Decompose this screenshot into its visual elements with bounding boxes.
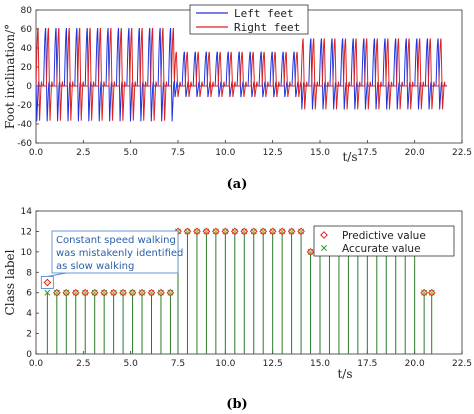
chart-a-xtick-label: 20.0 — [405, 148, 425, 158]
subfigure-label-b: (b) — [226, 397, 247, 412]
chart-b-ytick-label: 14 — [21, 207, 33, 217]
chart-a-ytick-label: 0 — [26, 82, 32, 92]
chart-a-xtick-label: 7.5 — [171, 148, 185, 158]
legend-predictive-label: Predictive value — [342, 230, 426, 242]
chart-a-legend: Left feet Right feet — [189, 4, 309, 35]
chart-b-legend: Predictive value Accurate value — [313, 225, 455, 257]
predictive-marker — [109, 288, 118, 297]
annotation-line-3: as slow walking — [56, 261, 134, 272]
predictive-marker — [62, 288, 71, 297]
chart-a-xtick-label: 2.5 — [76, 148, 90, 158]
chart-b-ytick-label: 12 — [21, 227, 32, 237]
chart-a-ytick-label: -20 — [17, 101, 32, 111]
chart-b-xtick-label: 20.0 — [405, 359, 425, 369]
predictive-marker — [119, 288, 127, 297]
predictive-marker — [202, 227, 211, 236]
predictive-marker — [100, 288, 108, 297]
predictive-marker — [43, 278, 52, 287]
predictive-marker — [420, 288, 428, 297]
chart-a-xtick-label: 0.0 — [29, 148, 44, 158]
chart-a-xlabel: t/s — [342, 150, 357, 164]
legend-left-feet-label: Left feet — [234, 7, 294, 20]
chart-b-xtick-label: 2.5 — [76, 359, 90, 369]
chart-b-xtick-label: 10.0 — [215, 359, 235, 369]
chart-a-ticks: 0.0 2.5 5.0 7.5 10.0 12.5 15.0 17.5 20.0 22.5 -60 -… — [17, 6, 472, 158]
legend-right-feet-label: Right feet — [234, 21, 300, 34]
predictive-marker — [128, 288, 137, 297]
annotation-box — [51, 230, 179, 274]
chart-a-ytick-label: 60 — [21, 25, 33, 35]
accurate-marker — [44, 289, 51, 296]
chart-a-ytick-label: 40 — [21, 44, 33, 54]
chart-a-series-line — [35, 27, 448, 122]
predictive-marker — [306, 248, 315, 256]
chart-b-ytick-label: 6 — [26, 289, 32, 299]
chart-a-xtick-label: 12.5 — [263, 148, 283, 158]
chart-b-ytick-label: 4 — [26, 309, 32, 319]
chart-b-ytick-label: 10 — [21, 248, 33, 258]
chart-a-ytick-label: 20 — [21, 63, 33, 73]
annotation-leader — [47, 272, 67, 277]
chart-b: 0.0 2.5 5.0 7.5 10.0 12.5 15.0 17.5 20.0 22.5 0 2 4 6… — [3, 207, 472, 412]
chart-b-xtick-label: 5.0 — [124, 359, 139, 369]
predictive-marker — [52, 288, 61, 297]
annotation-line-2: was mistakenly identified — [56, 248, 183, 259]
chart-b-xtick-label: 7.5 — [171, 359, 185, 369]
predictive-marker — [221, 227, 230, 236]
legend-accurate-label: Accurate value — [342, 243, 421, 255]
chart-a-legend-box — [189, 4, 309, 35]
predictive-marker — [259, 227, 268, 236]
chart-b-ytick-label: 8 — [26, 268, 32, 278]
chart-a-ytick-label: -60 — [17, 139, 32, 149]
chart-a-series-line — [35, 27, 447, 121]
chart-b-xlabel: t/s — [337, 367, 352, 381]
predictive-marker — [427, 288, 436, 297]
chart-a: 0.0 2.5 5.0 7.5 10.0 12.5 15.0 17.5 20.0 22.5 -60 -… — [3, 4, 472, 192]
predictive-marker — [157, 288, 165, 297]
predictive-marker — [240, 227, 249, 236]
predictive-marker — [230, 227, 239, 236]
chart-b-annotation: Constant speed walking was mistakenly id… — [40, 230, 183, 289]
chart-b-ylabel: Class label — [3, 249, 17, 315]
chart-a-xtick-label: 22.5 — [452, 148, 472, 158]
chart-a-ylabel: Foot inclination/° — [3, 24, 17, 129]
chart-a-xtick-label: 5.0 — [124, 148, 139, 158]
annotation-line-1: Constant speed walking — [56, 235, 176, 246]
chart-b-xtick-label: 22.5 — [452, 359, 472, 369]
subfigure-label-a: (a) — [227, 177, 248, 192]
chart-b-stems — [46, 231, 433, 354]
chart-b-xtick-label: 12.5 — [263, 359, 283, 369]
predictive-marker — [297, 227, 305, 236]
predictive-marker — [166, 288, 175, 297]
chart-b-xtick-label: 15.0 — [310, 359, 330, 369]
chart-b-ytick-label: 2 — [26, 330, 32, 340]
predictive-marker — [147, 288, 156, 297]
chart-a-xtick-label: 17.5 — [357, 148, 377, 158]
chart-b-legend-box — [313, 225, 455, 257]
chart-a-series — [35, 27, 448, 122]
legend-accurate-x — [321, 245, 327, 251]
predictive-marker — [249, 227, 258, 236]
predictive-marker — [90, 288, 99, 297]
predictive-marker — [287, 227, 296, 236]
predictive-marker — [81, 288, 90, 297]
legend-predictive-diamond — [320, 231, 328, 239]
chart-b-frame — [35, 210, 463, 355]
chart-b-xtick-label: 17.5 — [357, 359, 377, 369]
chart-b-ytick-label: 0 — [26, 350, 32, 360]
predictive-marker — [193, 227, 201, 236]
chart-a-xtick-label: 10.0 — [215, 148, 235, 158]
predictive-marker — [138, 288, 146, 297]
chart-b-ticks: 0.0 2.5 5.0 7.5 10.0 12.5 15.0 17.5 20.0 22.5 0 2 4 6… — [21, 207, 472, 369]
predictive-marker — [268, 227, 277, 236]
predictive-marker — [183, 227, 192, 236]
chart-b-xtick-label: 0.0 — [29, 359, 44, 369]
chart-a-ytick-label: 80 — [21, 6, 33, 16]
predictive-marker — [71, 288, 80, 297]
predictive-marker — [278, 227, 286, 236]
chart-a-xtick-label: 15.0 — [310, 148, 330, 158]
chart-a-ytick-label: -40 — [17, 120, 32, 130]
predictive-marker — [212, 227, 220, 236]
